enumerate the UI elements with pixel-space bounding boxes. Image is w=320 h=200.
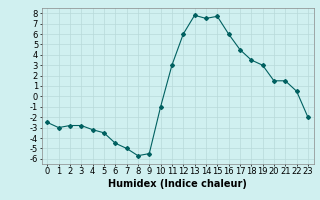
- X-axis label: Humidex (Indice chaleur): Humidex (Indice chaleur): [108, 179, 247, 189]
